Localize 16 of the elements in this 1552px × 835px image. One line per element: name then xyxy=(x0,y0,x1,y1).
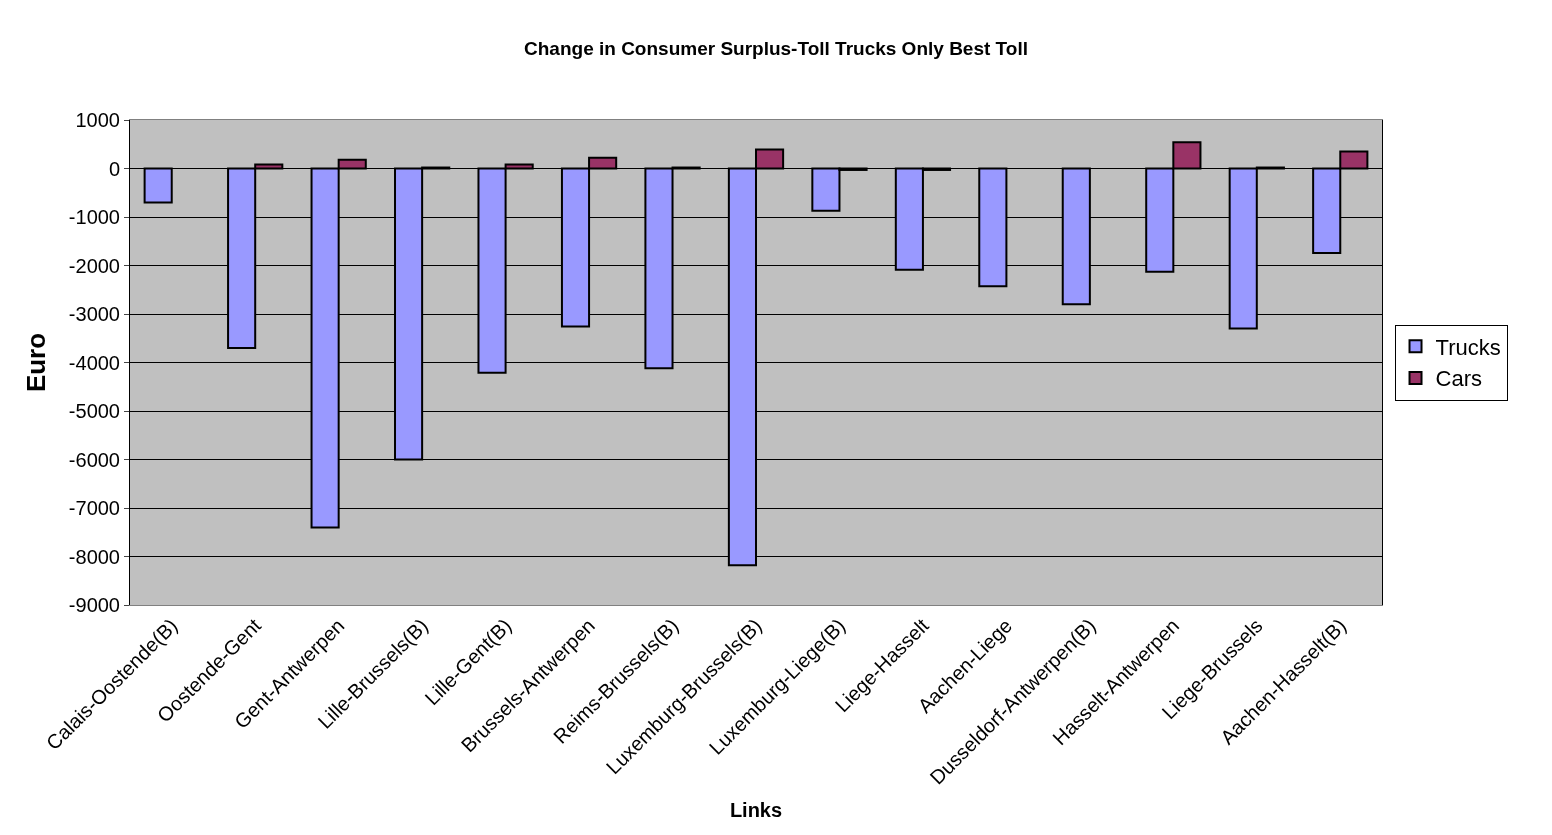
y-tick-label: -7000 xyxy=(68,497,120,519)
y-tick-label: -2000 xyxy=(68,254,120,277)
y-axis-title: Euro xyxy=(21,332,52,393)
y-tick-label: -4000 xyxy=(68,351,120,374)
y-tick-label: -6000 xyxy=(68,448,120,471)
y-tick-label: -9000 xyxy=(68,594,120,616)
chart-title: Change in Consumer Surplus-Toll Trucks Only Best Toll xyxy=(524,38,1028,60)
y-tick-label: -5000 xyxy=(68,400,120,422)
y-tick-label: 1000 xyxy=(75,109,120,131)
y-tick-label: -1000 xyxy=(68,206,120,228)
legend-label: Trucks xyxy=(1435,334,1501,360)
legend-label: Cars xyxy=(1435,366,1482,392)
y-tick-label: 0 xyxy=(108,157,120,180)
y-tick-label: -8000 xyxy=(68,545,120,568)
x-axis-title: Links xyxy=(729,799,783,822)
y-tick-label: -3000 xyxy=(68,303,120,325)
